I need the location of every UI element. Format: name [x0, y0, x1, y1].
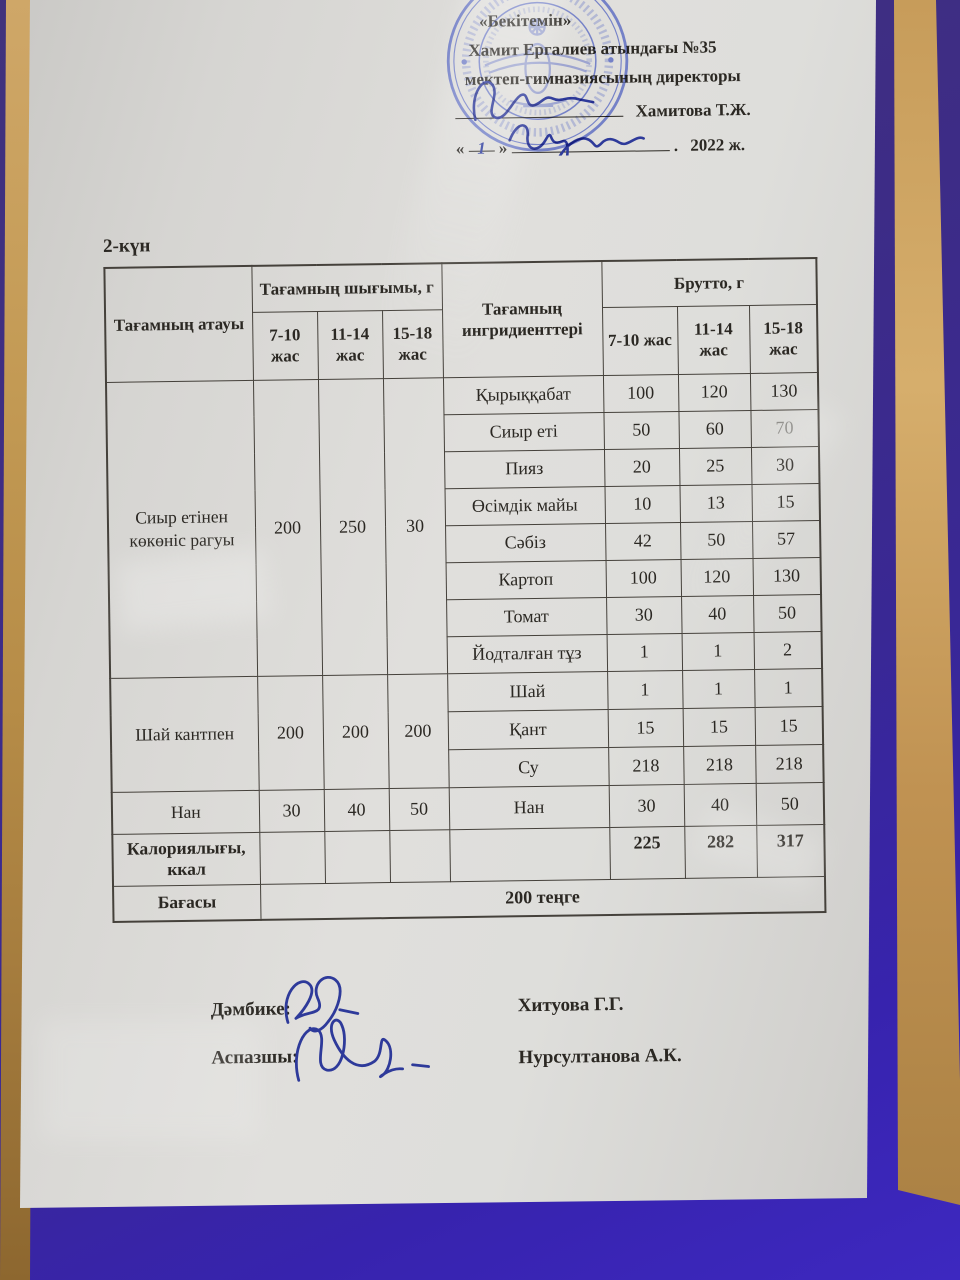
calories-label-cell: Калориялығы, ккал [112, 831, 261, 886]
brutto-cell: 218 [755, 743, 824, 783]
header-brutto: Брутто, г [601, 258, 818, 308]
table-header: Тағамның атауы Тағамның шығымы, г Тағамн… [104, 258, 818, 382]
price-value-cell: 200 теңге [260, 875, 826, 920]
output-cell: 200 [322, 674, 389, 789]
header-age-11-14: 11-14 жас [317, 310, 383, 380]
output-cell: 50 [388, 787, 450, 831]
brutto-cell: 100 [602, 373, 679, 413]
empty-cell [259, 830, 326, 884]
header-age-11-14: 11-14 жас [677, 304, 750, 374]
brutto-cell: 20 [604, 447, 680, 487]
brutto-cell: 218 [683, 744, 756, 784]
brutto-cell: 15 [682, 706, 756, 746]
director-signature-ink [472, 80, 595, 122]
brutto-cell: 50 [603, 410, 679, 450]
brutto-cell-faded: 70 [750, 409, 820, 447]
brutto-cell: 30 [606, 595, 682, 635]
output-cell: 30 [382, 377, 448, 675]
price-label-cell: Бағасы [113, 883, 261, 922]
handwritten-month-ink [508, 124, 645, 157]
brutto-cell: 1 [606, 632, 683, 672]
ingredient-cell: Картоп [445, 560, 607, 600]
output-cell: 200 [252, 379, 323, 676]
brutto-cell: 40 [683, 782, 757, 826]
calories-value-cell: 225 [609, 825, 686, 879]
ingredient-cell: Шай [447, 671, 608, 712]
dish-name-cell: Сиыр етінен көкөніс рагуы [105, 379, 258, 678]
brutto-cell: 2 [753, 631, 823, 669]
ingredient-cell: Пияз [444, 449, 605, 489]
brutto-cell: 130 [749, 372, 819, 410]
year-label: 2022 ж. [690, 135, 746, 155]
brutto-cell: 218 [608, 745, 684, 785]
brutto-cell: 120 [677, 372, 751, 411]
brutto-cell: 1 [754, 668, 823, 707]
header-ingredients: Тағамның ингридиенттері [441, 261, 603, 378]
cook-name: Нурсултанова А.К. [518, 1045, 682, 1069]
header-age-15-18: 15-18 жас [382, 309, 443, 379]
dish-name-cell: Шай кантпен [110, 675, 259, 792]
brutto-cell: 57 [752, 520, 821, 558]
ingredient-cell: Сиыр еті [443, 412, 605, 452]
ingredient-cell: Йодталған тұз [446, 634, 608, 674]
brutto-cell: 1 [681, 631, 755, 670]
output-cell: 250 [317, 378, 388, 675]
official-stamp [446, 0, 629, 152]
empty-cell [389, 829, 451, 883]
brutto-cell: 100 [605, 558, 682, 598]
empty-cell [449, 826, 611, 882]
brutto-cell: 15 [607, 707, 684, 748]
header-age-15-18: 15-18 жас [749, 304, 818, 373]
brutto-cell: 15 [754, 706, 824, 745]
brutto-cell: 50 [755, 781, 825, 825]
brutto-cell: 42 [605, 521, 681, 561]
date-line: « 1 » . 2022 ж. [456, 124, 816, 163]
header-age-7-10: 7-10 жас [252, 311, 318, 380]
day-label: 2-күн [102, 235, 151, 258]
output-cell: 200 [387, 673, 449, 789]
after-month-dot: . [673, 135, 679, 156]
brutto-cell: 120 [680, 557, 754, 596]
header-dish-name: Тағамның атауы [104, 265, 253, 382]
brutto-cell: 130 [752, 557, 822, 595]
brutto-cell: 13 [679, 483, 753, 522]
brutto-cell: 40 [681, 594, 754, 633]
brutto-cell: 25 [678, 446, 752, 485]
brutto-cell: 30 [608, 783, 685, 827]
header-output: Тағамның шығымы, г [251, 263, 443, 312]
brutto-cell: 15 [751, 483, 821, 521]
table-body: Сиыр етінен көкөніс рагуы 200 250 30 Қыр… [105, 372, 826, 922]
brutto-cell: 50 [680, 520, 753, 559]
header-age-7-10: 7-10 жас [602, 305, 678, 376]
brutto-cell: 50 [753, 594, 822, 632]
calories-value-cell: 282 [684, 824, 757, 878]
menu-table: Тағамның атауы Тағамның шығымы, г Тағамн… [103, 257, 827, 923]
brutto-cell: 30 [750, 446, 820, 484]
calories-value-cell: 317 [756, 823, 826, 877]
ingredient-cell: Сәбіз [445, 523, 606, 563]
output-cell: 200 [257, 674, 324, 790]
ingredient-cell: Өсімдік майы [444, 486, 606, 526]
cook-signature-ink [295, 1018, 430, 1082]
brutto-cell: 1 [607, 669, 683, 710]
dish-name-cell: Нан [111, 789, 260, 834]
ingredient-cell: Су [448, 747, 609, 788]
handwritten-month-line [508, 124, 670, 157]
ingredient-cell: Нан [448, 784, 610, 830]
taster-signature-ink [284, 976, 360, 1033]
ingredient-cell: Қант [447, 709, 609, 750]
empty-cell [324, 830, 391, 883]
output-cell: 30 [258, 788, 325, 832]
brutto-cell: 60 [678, 409, 751, 448]
ingredient-cell: Қырыққабат [442, 375, 604, 415]
brutto-cell: 10 [604, 484, 681, 524]
taster-name: Хитуова Г.Г. [517, 993, 624, 1017]
ingredient-cell: Томат [446, 597, 607, 637]
output-cell: 40 [323, 788, 390, 831]
brutto-cell: 1 [682, 668, 755, 708]
approval-block: «Бекітемін» Хамит Ергалиев атындағы №35 … [454, 3, 816, 163]
